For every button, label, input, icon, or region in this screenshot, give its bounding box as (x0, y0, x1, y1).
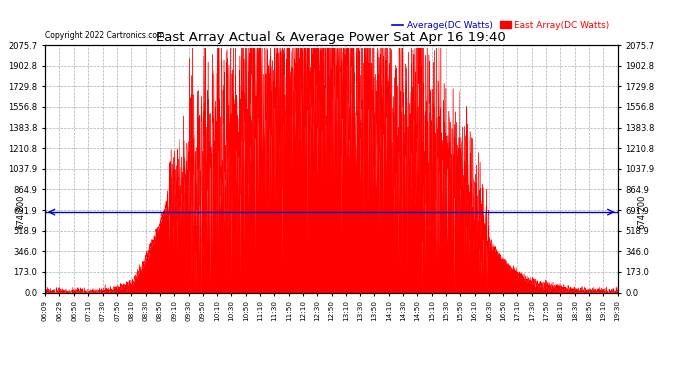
Text: 674.200: 674.200 (637, 195, 646, 229)
Legend: Average(DC Watts), East Array(DC Watts): Average(DC Watts), East Array(DC Watts) (388, 17, 613, 33)
Title: East Array Actual & Average Power Sat Apr 16 19:40: East Array Actual & Average Power Sat Ap… (157, 31, 506, 44)
Text: 674.200: 674.200 (17, 195, 26, 229)
Text: Copyright 2022 Cartronics.com: Copyright 2022 Cartronics.com (45, 32, 164, 40)
